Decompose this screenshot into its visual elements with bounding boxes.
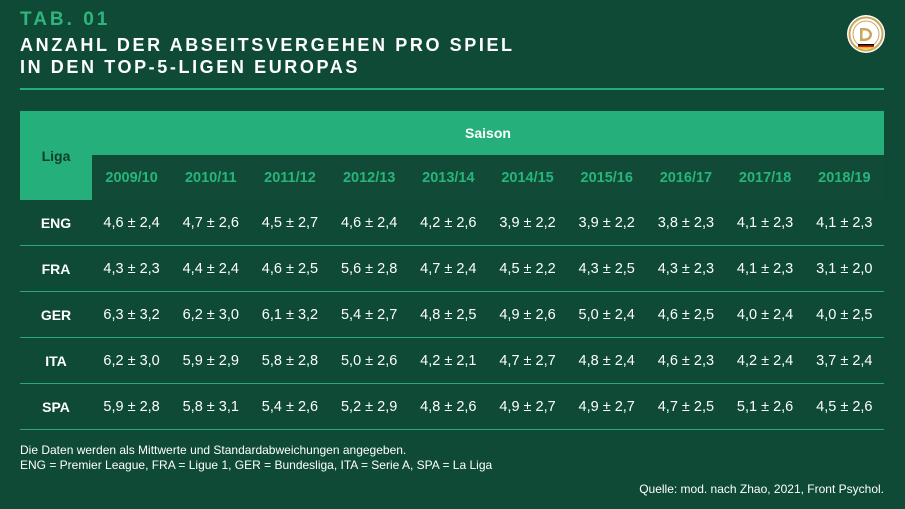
value-cell: 5,9 ± 2,8 xyxy=(92,383,172,430)
value-cell: 5,4 ± 2,6 xyxy=(250,383,330,430)
notes-line-2: ENG = Premier League, FRA = Ligue 1, GER… xyxy=(20,458,493,472)
value-cell: 4,2 ± 2,4 xyxy=(725,337,805,384)
value-cell: 4,9 ± 2,7 xyxy=(487,383,568,430)
notes-line-1: Die Daten werden als Mittwerte und Stand… xyxy=(20,443,407,457)
value-cell: 3,9 ± 2,2 xyxy=(567,200,647,246)
table-row: ITA 6,2 ± 3,0 5,9 ± 2,9 5,8 ± 2,8 5,0 ± 2,6 4… xyxy=(20,337,884,384)
season-header-cell: 2017/18 xyxy=(725,155,805,200)
value-cell: 4,1 ± 2,3 xyxy=(725,200,805,246)
value-cell: 6,2 ± 3,0 xyxy=(171,291,251,338)
value-cell: 4,3 ± 2,5 xyxy=(567,245,647,292)
value-cell: 4,1 ± 2,3 xyxy=(725,245,805,292)
value-cell: 4,5 ± 2,2 xyxy=(487,245,568,292)
value-cell: 4,9 ± 2,7 xyxy=(567,383,647,430)
season-header-cell: 2015/16 xyxy=(567,155,647,200)
title-line-2: IN DEN TOP-5-LIGEN EUROPAS xyxy=(20,57,360,77)
value-cell: 4,8 ± 2,5 xyxy=(408,291,488,338)
title-line-1: ANZAHL DER ABSEITSVERGEHEN PRO SPIEL xyxy=(20,35,515,55)
value-cell: 3,7 ± 2,4 xyxy=(804,337,884,384)
dfb-emblem-icon xyxy=(846,14,886,54)
value-cell: 4,2 ± 2,6 xyxy=(408,200,488,246)
liga-cell: FRA xyxy=(20,245,92,292)
value-cell: 4,8 ± 2,4 xyxy=(567,337,647,384)
value-cell: 4,6 ± 2,4 xyxy=(329,200,409,246)
value-cell: 5,0 ± 2,6 xyxy=(329,337,409,384)
season-header-cell: 2009/10 xyxy=(92,155,172,200)
value-cell: 6,1 ± 3,2 xyxy=(250,291,330,338)
season-header-cell: 2011/12 xyxy=(250,155,330,200)
value-cell: 3,9 ± 2,2 xyxy=(487,200,568,246)
value-cell: 6,2 ± 3,0 xyxy=(92,337,172,384)
season-header-cell: 2018/19 xyxy=(804,155,884,200)
offside-table: Liga Saison 2009/10 2010/11 2011/12 2012/13… xyxy=(20,111,884,430)
value-cell: 4,7 ± 2,5 xyxy=(646,383,726,430)
value-cell: 4,5 ± 2,6 xyxy=(804,383,884,430)
value-cell: 4,0 ± 2,4 xyxy=(725,291,805,338)
value-cell: 4,4 ± 2,4 xyxy=(171,245,251,292)
liga-cell: ITA xyxy=(20,337,92,384)
value-cell: 4,6 ± 2,3 xyxy=(646,337,726,384)
value-cell: 4,0 ± 2,5 xyxy=(804,291,884,338)
value-cell: 5,6 ± 2,8 xyxy=(329,245,409,292)
value-cell: 5,8 ± 3,1 xyxy=(171,383,251,430)
value-cell: 4,6 ± 2,4 xyxy=(92,200,172,246)
season-header-cell: 2010/11 xyxy=(171,155,251,200)
value-cell: 5,8 ± 2,8 xyxy=(250,337,330,384)
value-cell: 4,9 ± 2,6 xyxy=(487,291,568,338)
value-cell: 5,0 ± 2,4 xyxy=(567,291,647,338)
table-notes: Die Daten werden als Mittwerte und Stand… xyxy=(20,443,492,473)
value-cell: 4,7 ± 2,7 xyxy=(487,337,568,384)
page-title: ANZAHL DER ABSEITSVERGEHEN PRO SPIEL IN … xyxy=(20,34,515,78)
table-row: FRA 4,3 ± 2,3 4,4 ± 2,4 4,6 ± 2,5 5,6 ± 2,8 4… xyxy=(20,245,884,292)
value-cell: 3,1 ± 2,0 xyxy=(804,245,884,292)
value-cell: 4,3 ± 2,3 xyxy=(646,245,726,292)
source-citation: Quelle: mod. nach Zhao, 2021, Front Psyc… xyxy=(639,482,884,496)
table-row: SPA 5,9 ± 2,8 5,8 ± 3,1 5,4 ± 2,6 5,2 ± 2,9 4… xyxy=(20,383,884,430)
season-header-cell: 2013/14 xyxy=(408,155,488,200)
value-cell: 5,9 ± 2,9 xyxy=(171,337,251,384)
value-cell: 4,7 ± 2,6 xyxy=(171,200,251,246)
table-number-label: TAB. 01 xyxy=(20,9,111,30)
value-cell: 4,6 ± 2,5 xyxy=(250,245,330,292)
value-cell: 4,6 ± 2,5 xyxy=(646,291,726,338)
value-cell: 4,8 ± 2,6 xyxy=(408,383,488,430)
season-header-cell: 2016/17 xyxy=(646,155,726,200)
value-cell: 4,7 ± 2,4 xyxy=(408,245,488,292)
season-header-cell: 2012/13 xyxy=(329,155,409,200)
table-row: GER 6,3 ± 3,2 6,2 ± 3,0 6,1 ± 3,2 5,4 ± 2,7 4… xyxy=(20,291,884,338)
value-cell: 4,1 ± 2,3 xyxy=(804,200,884,246)
liga-cell: ENG xyxy=(20,200,92,246)
value-cell: 3,8 ± 2,3 xyxy=(646,200,726,246)
value-cell: 5,1 ± 2,6 xyxy=(725,383,805,430)
value-cell: 5,4 ± 2,7 xyxy=(329,291,409,338)
value-cell: 4,5 ± 2,7 xyxy=(250,200,330,246)
header-divider xyxy=(20,88,884,90)
liga-column-header: Liga xyxy=(20,111,92,200)
saison-header: Saison xyxy=(92,111,884,155)
season-header-cell: 2014/15 xyxy=(487,155,568,200)
table-row: ENG 4,6 ± 2,4 4,7 ± 2,6 4,5 ± 2,7 4,6 ± 2,4 4… xyxy=(20,200,884,246)
value-cell: 4,3 ± 2,3 xyxy=(92,245,172,292)
liga-cell: GER xyxy=(20,291,92,338)
value-cell: 6,3 ± 3,2 xyxy=(92,291,172,338)
liga-cell: SPA xyxy=(20,383,92,430)
value-cell: 5,2 ± 2,9 xyxy=(329,383,409,430)
value-cell: 4,2 ± 2,1 xyxy=(408,337,488,384)
